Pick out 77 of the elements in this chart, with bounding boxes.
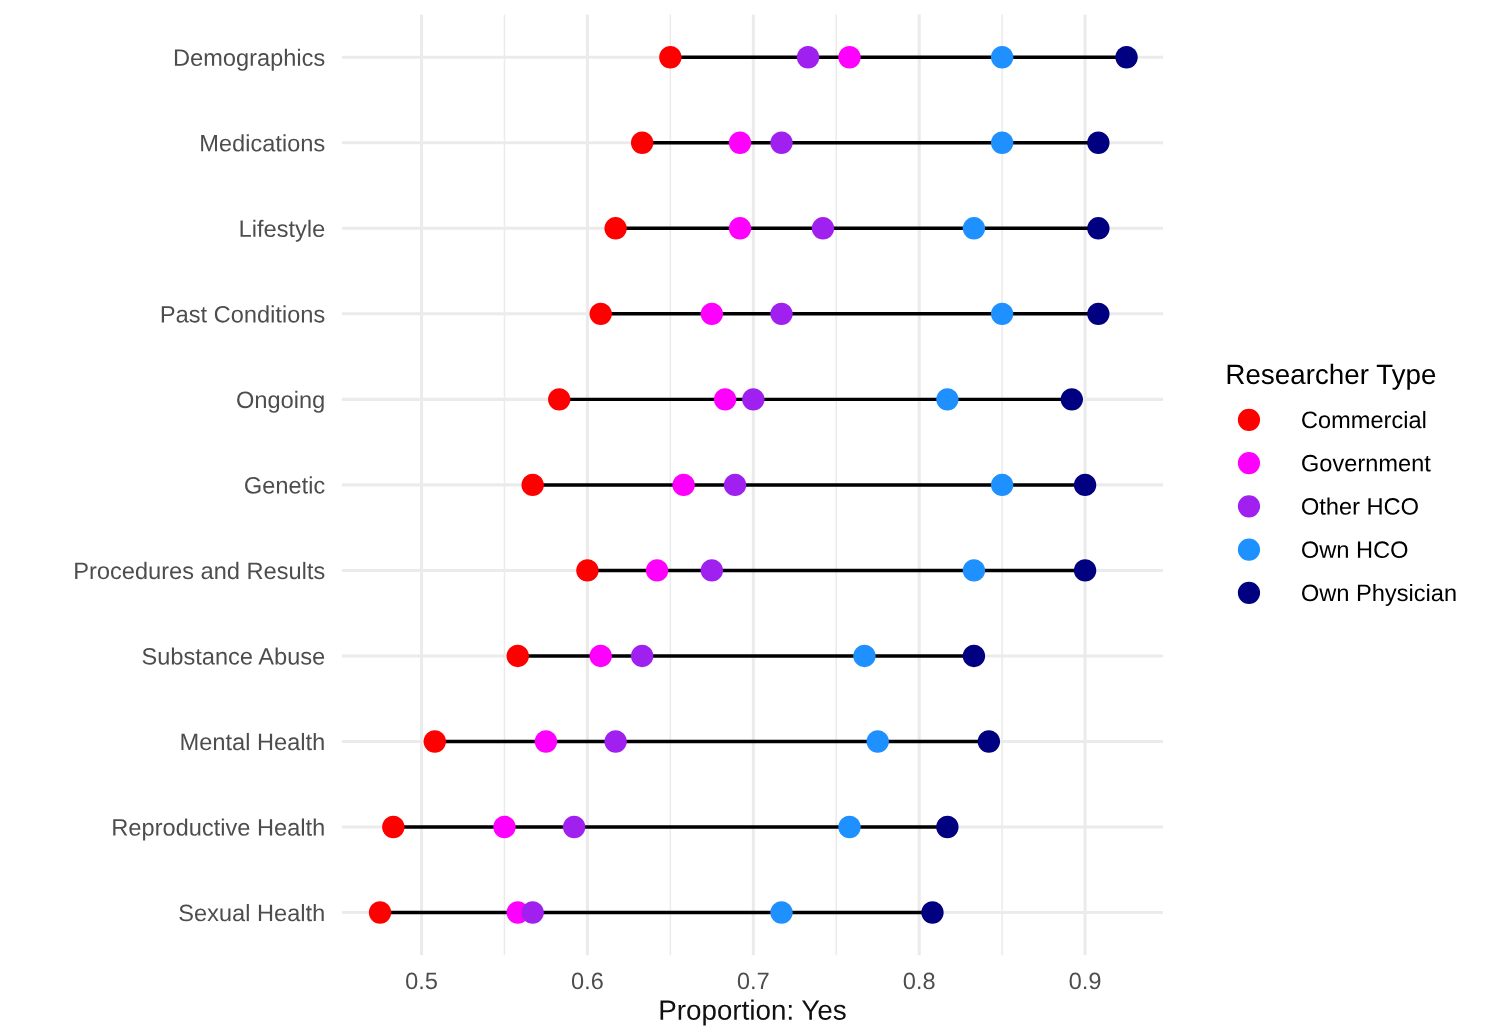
legend-label: Own Physician bbox=[1302, 583, 1456, 606]
y-tick-label: Procedures and Results bbox=[75, 561, 325, 580]
point bbox=[977, 730, 1001, 753]
point bbox=[382, 815, 405, 839]
point bbox=[796, 46, 820, 69]
y-tick-label: Medications bbox=[201, 134, 325, 152]
point bbox=[962, 559, 986, 582]
point bbox=[630, 644, 654, 668]
x-tick-label: 0.6 bbox=[571, 972, 603, 990]
point bbox=[728, 217, 752, 240]
point bbox=[700, 559, 724, 582]
x-tick-label: 0.8 bbox=[903, 972, 935, 990]
point bbox=[630, 131, 654, 154]
legend-label: Government bbox=[1302, 454, 1431, 472]
point bbox=[713, 388, 737, 411]
y-tick-label: Lifestyle bbox=[240, 219, 325, 242]
x-tick-label: 0.7 bbox=[737, 972, 769, 990]
point bbox=[811, 217, 835, 240]
point bbox=[1073, 559, 1097, 582]
y-tick-label: Sexual Health bbox=[179, 903, 324, 922]
point bbox=[990, 46, 1014, 69]
point bbox=[936, 388, 959, 411]
point bbox=[723, 473, 747, 497]
point bbox=[770, 302, 793, 326]
point bbox=[962, 644, 986, 668]
point bbox=[521, 901, 544, 924]
point bbox=[1073, 473, 1097, 497]
point bbox=[1087, 217, 1110, 240]
point bbox=[534, 730, 558, 753]
x-axis-title: Proportion: Yes bbox=[660, 999, 846, 1026]
point bbox=[770, 901, 793, 924]
y-tick-label: Past Conditions bbox=[161, 305, 325, 323]
y-tick-label: Reproductive Health bbox=[113, 818, 324, 841]
y-tick-label: Genetic bbox=[245, 476, 325, 494]
point bbox=[645, 559, 669, 582]
point bbox=[700, 302, 724, 326]
point bbox=[866, 730, 889, 753]
x-tick-label: 0.5 bbox=[406, 972, 437, 990]
x-tick-label: 0.9 bbox=[1069, 972, 1101, 990]
point bbox=[838, 46, 861, 69]
point bbox=[1060, 388, 1084, 411]
point bbox=[990, 131, 1014, 154]
point bbox=[728, 131, 752, 154]
point bbox=[936, 815, 959, 839]
point bbox=[589, 644, 612, 668]
y-tick-label: Mental Health bbox=[181, 732, 324, 751]
point bbox=[368, 901, 392, 924]
point bbox=[990, 473, 1014, 497]
point bbox=[604, 730, 627, 753]
point bbox=[521, 473, 544, 497]
point bbox=[576, 559, 599, 582]
point bbox=[838, 815, 861, 839]
point bbox=[604, 217, 627, 240]
point bbox=[423, 730, 446, 753]
point bbox=[672, 473, 695, 497]
point bbox=[1115, 46, 1138, 69]
point bbox=[493, 815, 516, 839]
legend-label: Own HCO bbox=[1302, 541, 1408, 559]
point bbox=[853, 644, 876, 668]
point bbox=[1087, 131, 1110, 154]
point bbox=[562, 815, 586, 839]
legend-label: Commercial bbox=[1302, 410, 1426, 429]
y-tick-label: Ongoing bbox=[237, 390, 324, 413]
legend-title: Researcher Type bbox=[1227, 363, 1436, 390]
legend-label: Other HCO bbox=[1302, 497, 1418, 515]
point bbox=[921, 901, 944, 924]
point bbox=[589, 302, 612, 326]
point bbox=[1087, 302, 1110, 326]
point bbox=[548, 388, 571, 411]
point bbox=[659, 46, 682, 69]
point bbox=[770, 131, 793, 154]
point bbox=[742, 388, 765, 411]
point bbox=[962, 217, 986, 240]
point bbox=[990, 302, 1014, 326]
y-tick-label: Demographics bbox=[174, 48, 325, 71]
point bbox=[506, 644, 529, 668]
y-tick-label: Substance Abuse bbox=[142, 647, 325, 665]
